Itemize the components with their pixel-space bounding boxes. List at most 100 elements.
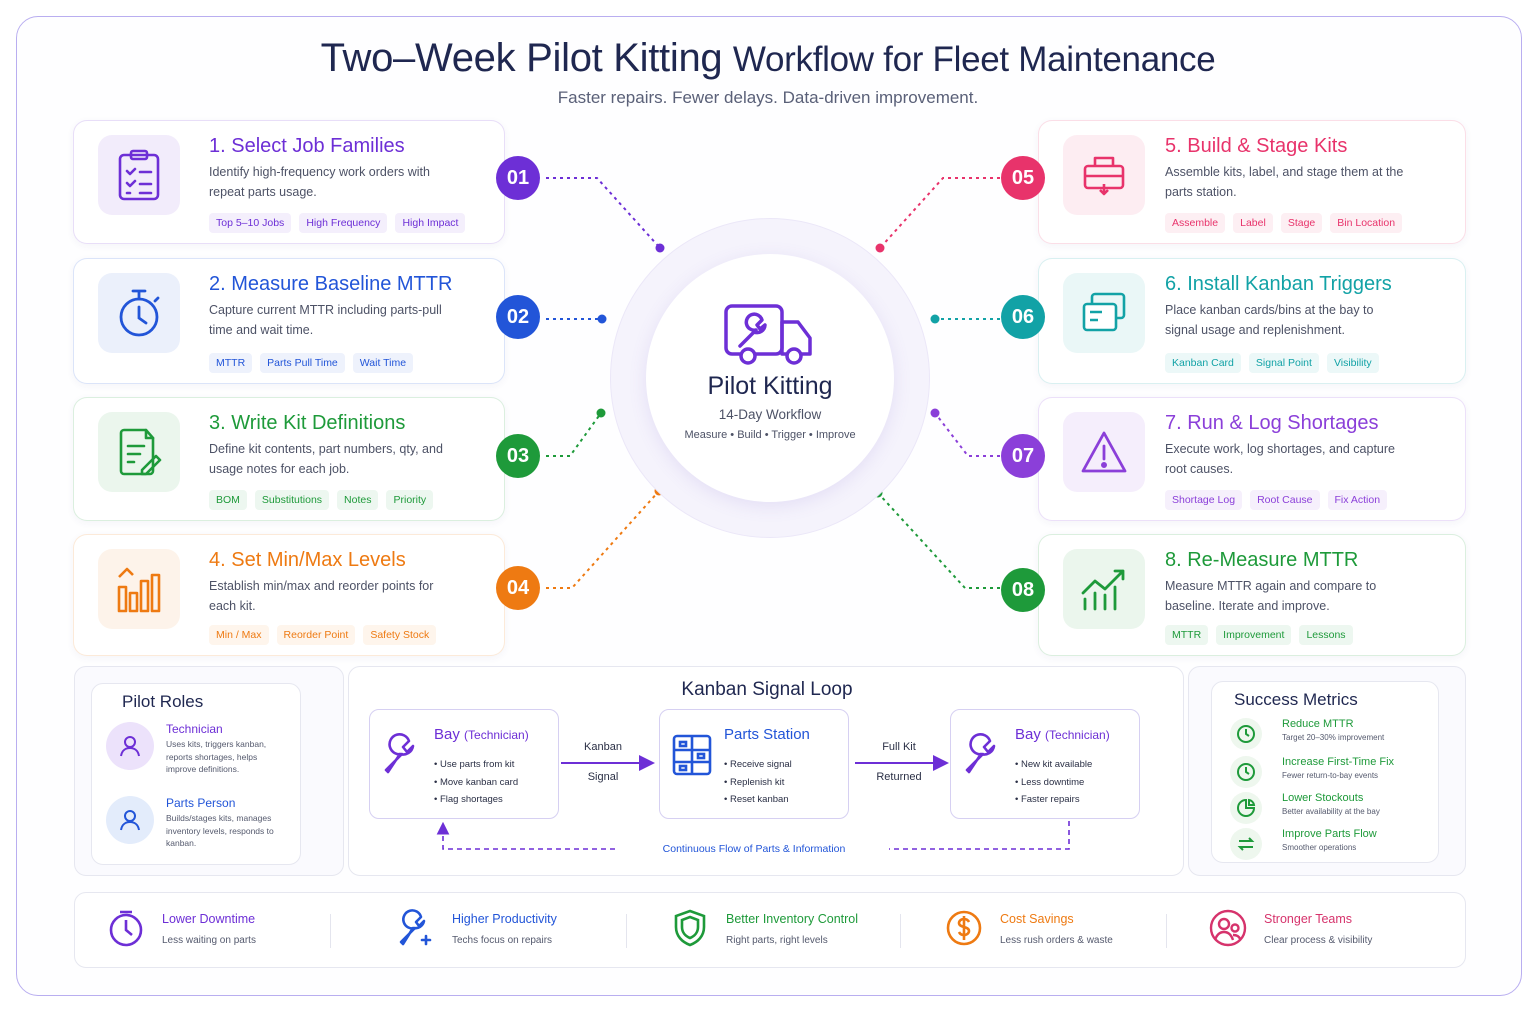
step-title: 1. Select Job Families: [209, 135, 405, 157]
step-number-badge: 05: [1001, 156, 1045, 200]
step-number-badge: 06: [1001, 295, 1045, 339]
step-number-badge: 08: [1001, 568, 1045, 612]
step-tag: Label: [1233, 213, 1273, 233]
hub-subtitle: 14-Day Workflow: [718, 407, 822, 422]
kanban-box-parts-station: Parts Station Receive signalReplenish ki…: [659, 709, 849, 819]
step-tag: Improvement: [1216, 625, 1292, 645]
clock-icon: [1230, 718, 1262, 750]
stopwatch-icon: [98, 273, 180, 353]
pie-chart-icon: [1230, 792, 1262, 824]
kanban-box-role: (Technician): [1045, 728, 1110, 742]
benefit-desc: Techs focus on repairs: [452, 935, 553, 946]
arrow-label-top: Kanban: [584, 741, 622, 753]
loop-label: Continuous Flow of Parts & Information: [619, 843, 889, 855]
clipboard-checklist-icon: [98, 135, 180, 215]
step-tags: Shortage Log Root Cause Fix Action: [1165, 490, 1388, 510]
step-title: 5. Build & Stage Kits: [1165, 135, 1348, 157]
page-title: Two–Week Pilot Kitting Workflow for Flee…: [320, 36, 1216, 80]
step-tag: Shortage Log: [1165, 490, 1243, 510]
kanban-item: Use parts from kit: [434, 756, 518, 774]
kanban-box-bay: Bay (Technician) Use parts from kitMove …: [369, 709, 559, 819]
pilot-roles-card: Pilot Roles Technician Uses kits, trigge…: [91, 683, 301, 865]
benefit-name: Lower Downtime: [162, 912, 256, 926]
role-name: Technician: [166, 722, 223, 736]
success-metrics-card: Success Metrics Reduce MTTR Target 20–30…: [1211, 681, 1439, 863]
step-tag: Priority: [386, 490, 434, 510]
step-card-04: 4. Set Min/Max Levels Establish min/max a…: [73, 534, 505, 656]
warning-triangle-icon: [1063, 412, 1145, 492]
benefit-name: Better Inventory Control: [726, 912, 859, 926]
divider: [330, 914, 331, 948]
kanban-item: Reset kanban: [724, 791, 792, 809]
truck-wrench-icon: [722, 302, 818, 366]
divider: [626, 914, 627, 948]
step-tag: Top 5–10 Jobs: [209, 213, 292, 233]
benefit-desc: Less rush orders & waste: [1000, 935, 1113, 946]
step-title: 7. Run & Log Shortages: [1165, 412, 1379, 434]
role-desc: Builds/stages kits, manages inventory le…: [166, 813, 274, 848]
arrow-label-bottom: Returned: [876, 771, 922, 783]
step-tag: Lessons: [1299, 625, 1353, 645]
team-icon: [1208, 908, 1248, 948]
step-tags: Top 5–10 Jobs High Frequency High Impact: [209, 213, 466, 233]
step-tag: Notes: [337, 490, 379, 510]
step-title: 2. Measure Baseline MTTR: [209, 273, 453, 295]
step-card-07: 7. Run & Log Shortages Execute work, log …: [1038, 397, 1466, 521]
kanban-item: Receive signal: [724, 756, 792, 774]
role-desc: Uses kits, triggers kanban, reports shor…: [166, 739, 267, 774]
success-metrics-panel: Success Metrics Reduce MTTR Target 20–30…: [1188, 666, 1466, 876]
step-card-03: 3. Write Kit Definitions Define kit conte…: [73, 397, 505, 521]
kanban-box-role: (Technician): [464, 728, 529, 742]
step-description: Capture current MTTR including parts-pul…: [209, 303, 442, 337]
step-number-badge: 03: [496, 434, 540, 478]
clock-icon: [106, 908, 146, 948]
step-tags: MTTR Parts Pull Time Wait Time: [209, 353, 414, 373]
kanban-item: Move kanban card: [434, 774, 518, 792]
step-title: 8. Re-Measure MTTR: [1165, 549, 1359, 571]
kanban-title: Kanban Signal Loop: [681, 679, 853, 700]
step-tag: Safety Stock: [363, 625, 437, 645]
step-number-badge: 04: [496, 566, 540, 610]
step-description: Execute work, log shortages, and capture…: [1165, 442, 1395, 476]
step-tag: Min / Max: [209, 625, 269, 645]
step-card-02: 2. Measure Baseline MTTR Capture current …: [73, 258, 505, 384]
step-description: Identify high-frequency work orders with…: [209, 165, 430, 199]
kanban-box-title: Parts Station: [724, 726, 810, 743]
step-tags: BOM Substitutions Notes Priority: [209, 490, 434, 510]
kit-box-icon: [1063, 135, 1145, 215]
metric-desc: Better availability at the bay: [1282, 807, 1380, 816]
step-tag: Stage: [1280, 213, 1323, 233]
step-description: Measure MTTR again and compare to baseli…: [1165, 579, 1377, 613]
metric-desc: Target 20–30% improvement: [1282, 733, 1385, 742]
arrow-label-bottom: Signal: [587, 771, 619, 783]
kanban-cards-icon: [1063, 273, 1145, 353]
step-tag: Bin Location: [1330, 213, 1403, 233]
step-tag: High Frequency: [299, 213, 388, 233]
hub-title: Pilot Kitting: [707, 372, 833, 400]
page-subtitle: Faster repairs. Fewer delays. Data-drive…: [557, 88, 979, 107]
step-title: 3. Write Kit Definitions: [209, 412, 406, 434]
shield-icon: [670, 908, 710, 948]
step-description: Establish min/max and reorder points for…: [209, 579, 434, 613]
kanban-item: Faster repairs: [1015, 791, 1092, 809]
step-tag: Assemble: [1165, 213, 1226, 233]
kanban-box-bay-return: Bay (Technician) New kit availableLess d…: [950, 709, 1140, 819]
step-tag: Kanban Card: [1165, 353, 1241, 373]
step-title: 6. Install Kanban Triggers: [1165, 273, 1392, 295]
step-card-01: 1. Select Job Families Identify high-freq…: [73, 120, 505, 244]
benefit-name: Higher Productivity: [452, 912, 557, 926]
step-tag: Parts Pull Time: [260, 353, 345, 373]
benefits-bar: [74, 892, 1466, 968]
step-number-badge: 02: [496, 295, 540, 339]
kanban-item: Less downtime: [1015, 774, 1092, 792]
step-tag: Substitutions: [254, 490, 330, 510]
step-tag: Wait Time: [352, 353, 414, 373]
dollar-coin-icon: [944, 908, 984, 948]
metric-name: Reduce MTTR: [1282, 718, 1354, 730]
pilot-roles-panel: Pilot Roles Technician Uses kits, trigge…: [74, 666, 344, 876]
benefit-desc: Clear process & visibility: [1264, 935, 1373, 946]
divider: [1166, 914, 1167, 948]
swap-arrows-icon: [1230, 828, 1262, 860]
arrow-label-top: Full Kit: [882, 741, 916, 753]
